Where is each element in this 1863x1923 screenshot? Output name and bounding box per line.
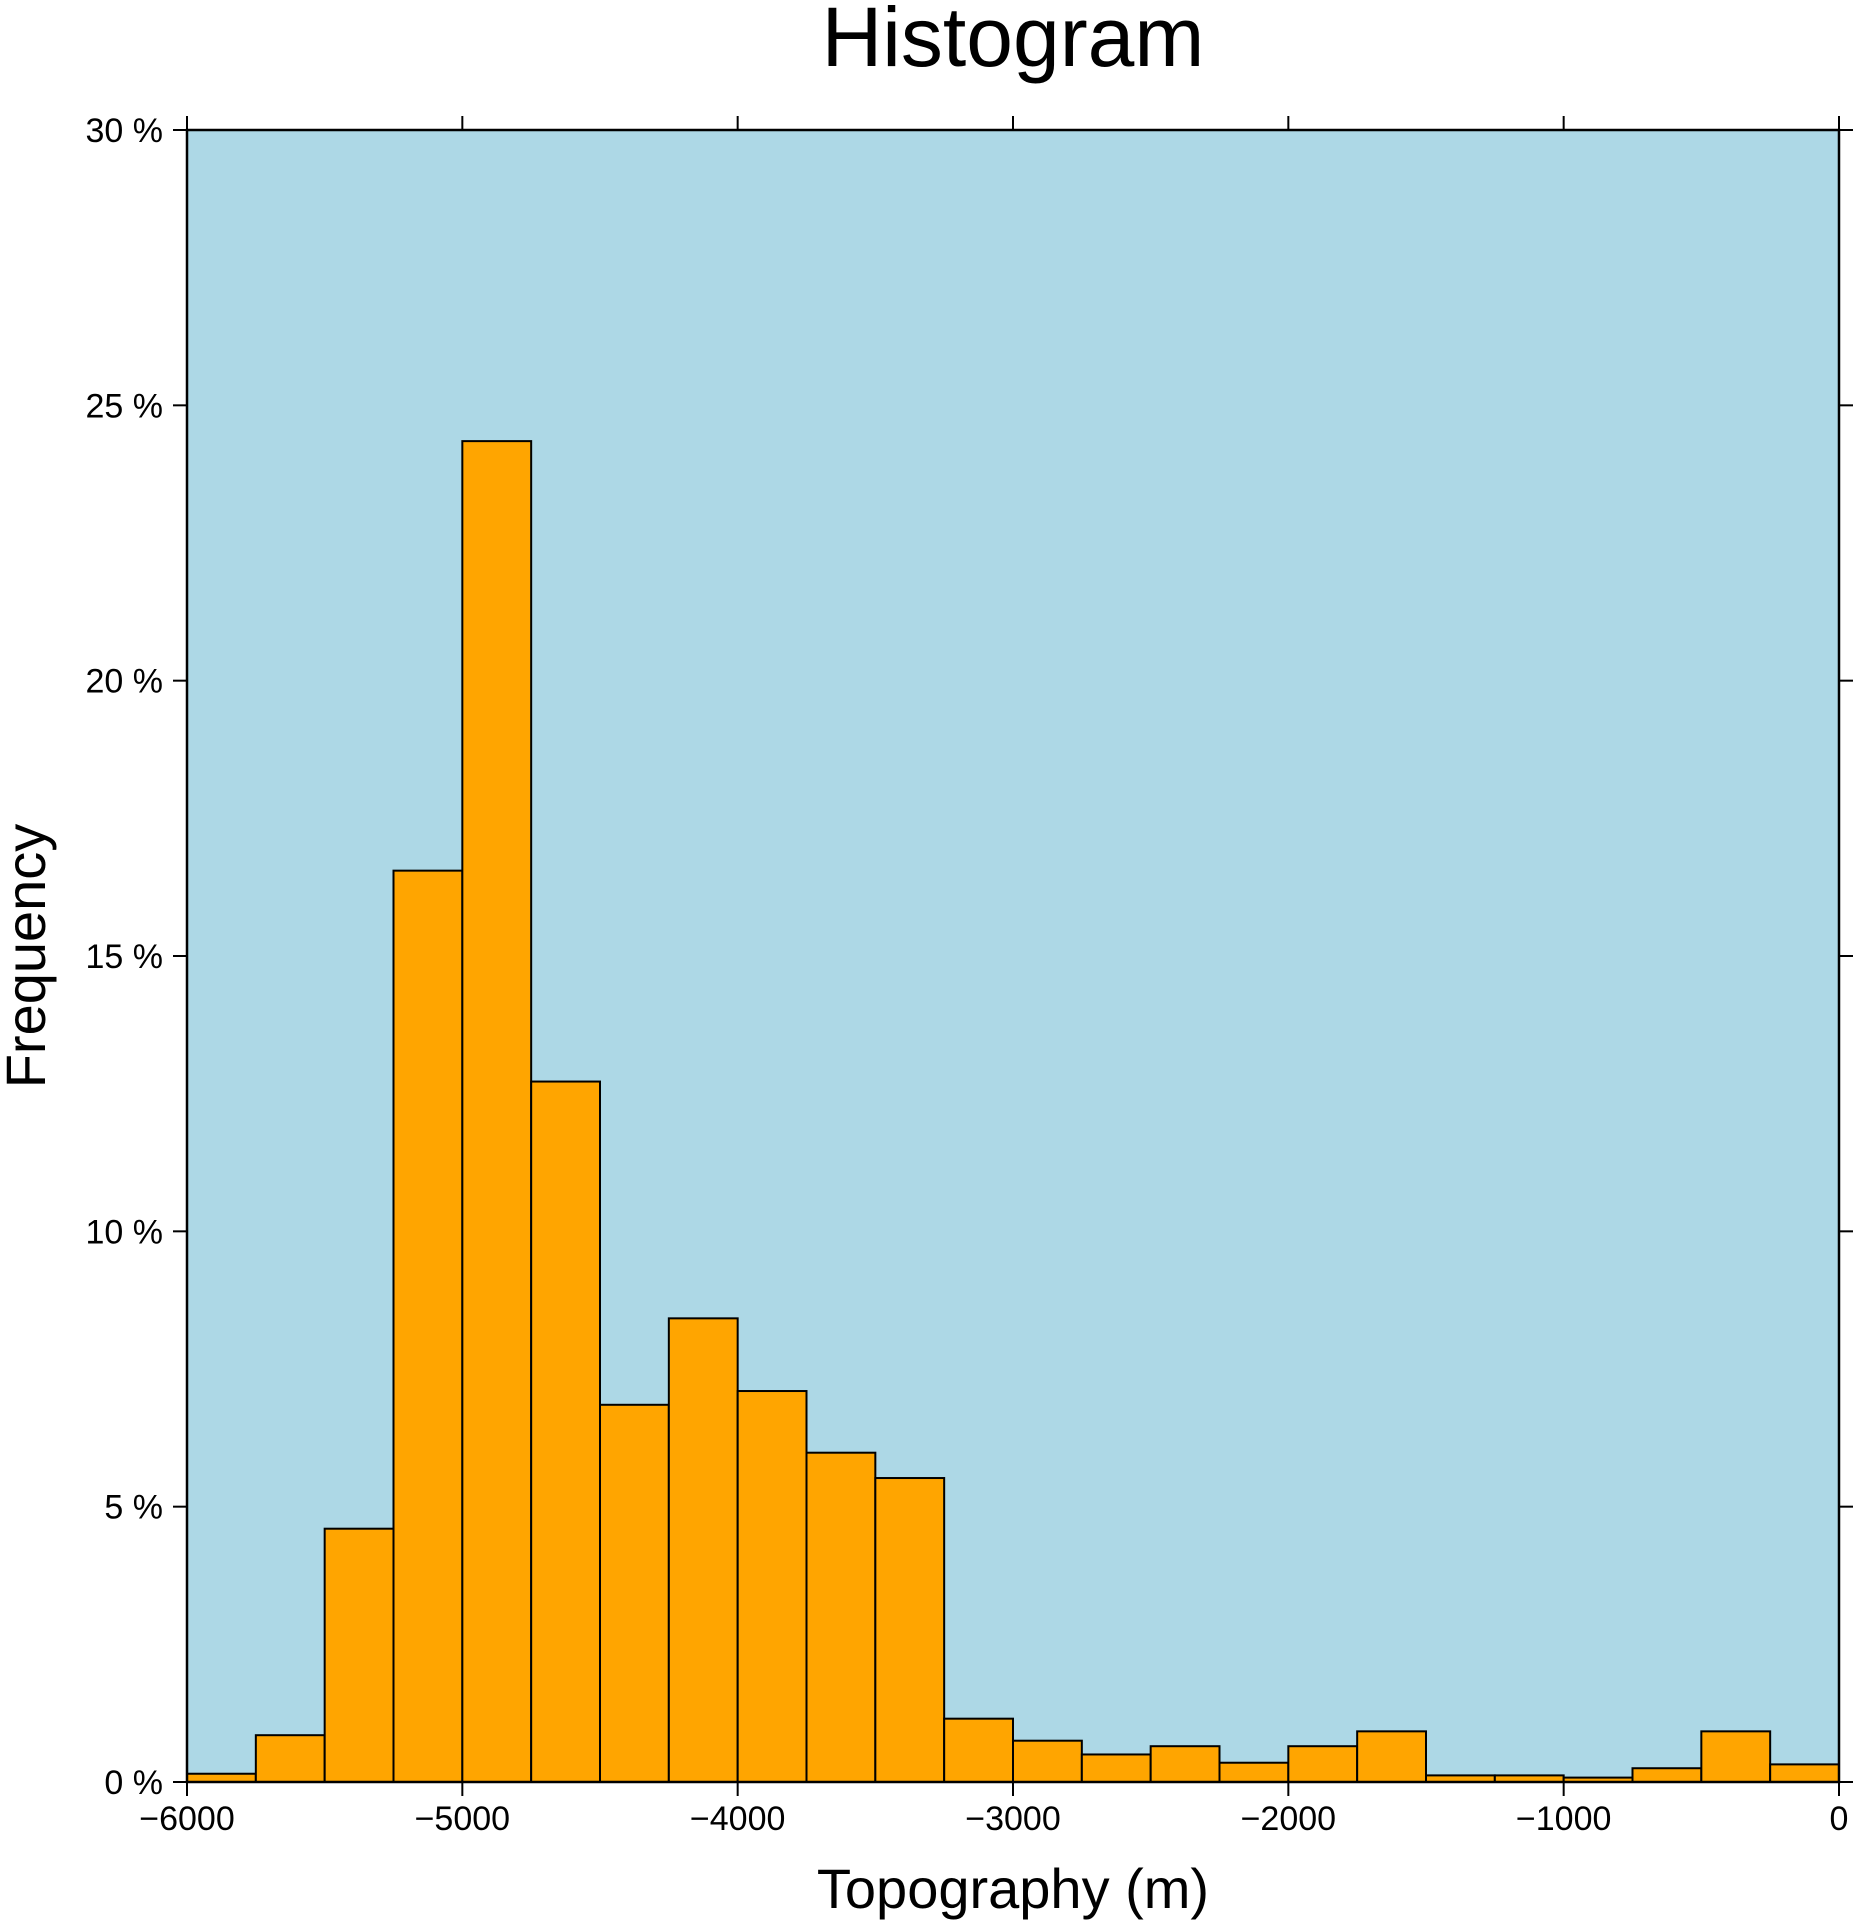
axis-ticks: −6000 −5000 −4000 −3000 −2000 −1000 0 0 % 5 % 10 … [86, 112, 1853, 1838]
histogram-bar [461, 440, 533, 1783]
histogram-bar [1631, 1767, 1703, 1783]
x-axis-label: Topography (m) [817, 1857, 1209, 1920]
histogram-bar [1287, 1745, 1359, 1783]
y-tick-label: 10 % [86, 1213, 164, 1251]
x-tick-label: −4000 [690, 1800, 786, 1838]
x-tick-label: −1000 [1516, 1800, 1612, 1838]
histogram-bar [254, 1734, 326, 1784]
histogram-bar [805, 1451, 877, 1783]
x-tick-label: −2000 [1241, 1800, 1337, 1838]
y-tick-label: 30 % [86, 112, 164, 150]
y-tick-label: 20 % [86, 663, 164, 701]
histogram-bar [599, 1403, 670, 1783]
histogram-bar [1149, 1745, 1221, 1783]
histogram-bar [1218, 1761, 1290, 1784]
histogram-bar [530, 1080, 602, 1783]
y-axis-label: Frequency [0, 824, 57, 1089]
y-tick-label: 5 % [104, 1489, 163, 1527]
histogram-bar [667, 1317, 739, 1783]
x-tick-label: 0 [1830, 1800, 1849, 1838]
x-tick-label: −3000 [965, 1800, 1061, 1838]
chart-title: Histogram [822, 0, 1205, 84]
y-tick-label: 0 % [104, 1764, 163, 1802]
histogram-bar [874, 1477, 946, 1783]
histogram-bar [1700, 1730, 1772, 1783]
histogram-bar [1356, 1730, 1427, 1783]
y-tick-label: 25 % [86, 387, 164, 425]
histogram-bar [943, 1717, 1015, 1784]
y-tick-label: 15 % [86, 938, 164, 976]
histogram-bar [1080, 1753, 1152, 1784]
histogram-bar [392, 869, 464, 1783]
histogram-bar [1769, 1763, 1840, 1783]
histogram-bar [736, 1390, 808, 1783]
bars-group [186, 440, 1840, 1784]
x-tick-label: −6000 [139, 1800, 235, 1838]
histogram-bar [323, 1527, 395, 1784]
histogram-bar [1012, 1739, 1083, 1783]
x-tick-label: −5000 [415, 1800, 511, 1838]
